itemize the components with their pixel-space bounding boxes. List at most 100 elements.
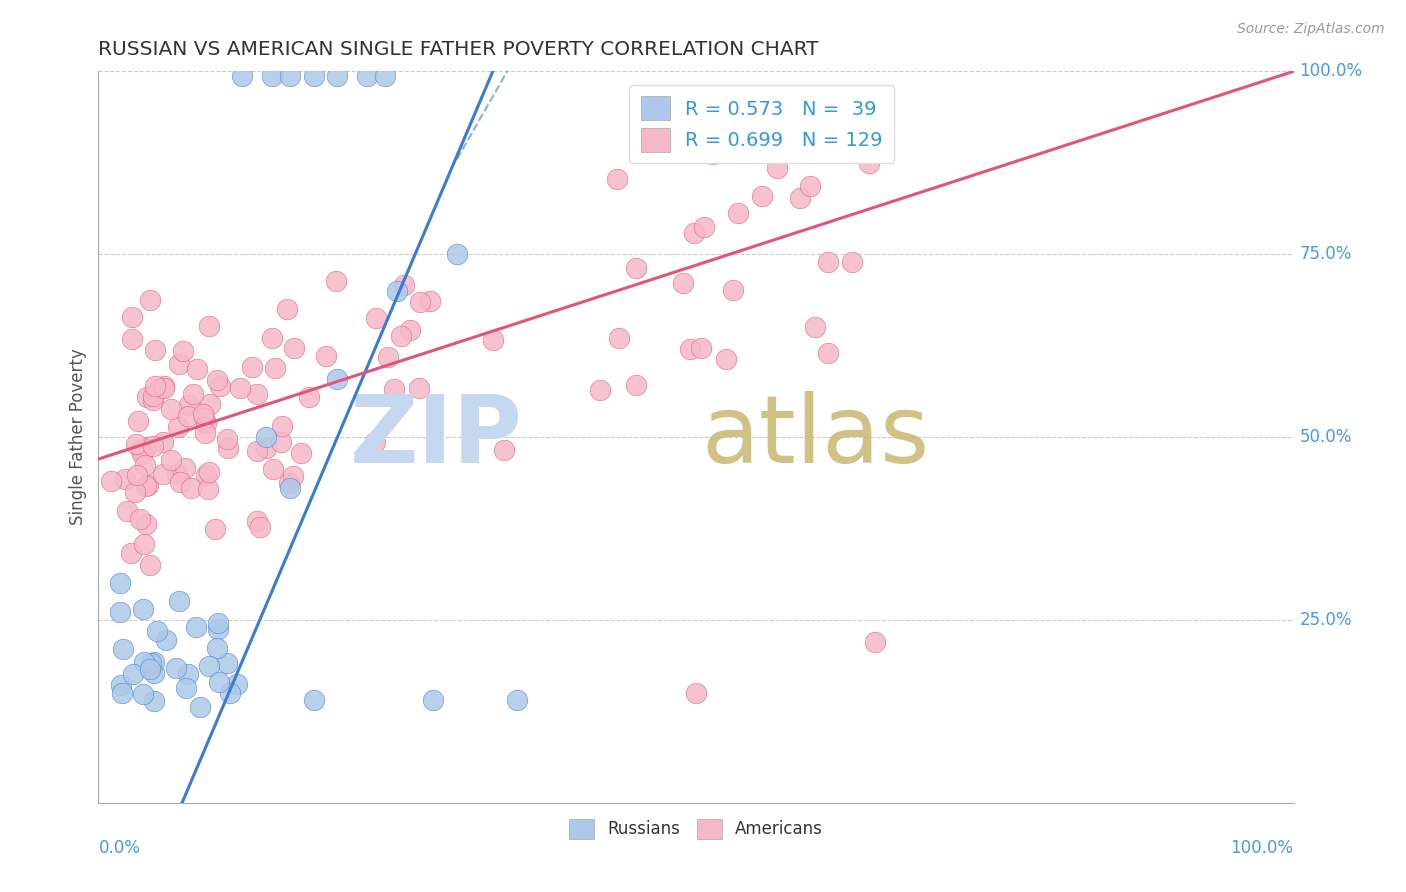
Point xyxy=(683,226,706,240)
Point xyxy=(865,635,887,649)
Point xyxy=(120,546,142,560)
Point xyxy=(197,483,219,497)
Point xyxy=(138,477,160,491)
Point xyxy=(679,342,702,356)
Point xyxy=(494,443,516,458)
Point xyxy=(121,332,143,346)
Point xyxy=(315,349,337,363)
Point xyxy=(194,416,217,430)
Point xyxy=(143,666,166,681)
Point xyxy=(146,624,169,639)
Point xyxy=(398,323,420,337)
Point xyxy=(155,632,177,647)
Point xyxy=(152,434,174,449)
Point xyxy=(626,378,648,392)
Point xyxy=(136,390,159,404)
Text: RUSSIAN VS AMERICAN SINGLE FATHER POVERTY CORRELATION CHART: RUSSIAN VS AMERICAN SINGLE FATHER POVERT… xyxy=(98,39,818,59)
Point xyxy=(139,558,162,572)
Point xyxy=(142,389,165,403)
Text: 50.0%: 50.0% xyxy=(1299,428,1353,446)
Point xyxy=(177,409,200,423)
Point xyxy=(205,373,228,387)
Point xyxy=(143,379,166,393)
Point xyxy=(624,260,647,275)
Point xyxy=(363,434,385,449)
Point xyxy=(264,361,287,376)
Point xyxy=(148,382,170,396)
Point xyxy=(298,390,321,404)
Point xyxy=(799,179,821,194)
Point xyxy=(207,623,229,637)
Point xyxy=(143,694,166,708)
Point xyxy=(142,439,165,453)
Point xyxy=(167,357,190,371)
Point xyxy=(142,392,165,407)
Point xyxy=(174,681,197,695)
Point xyxy=(734,134,756,148)
Point xyxy=(198,397,221,411)
Text: Source: ZipAtlas.com: Source: ZipAtlas.com xyxy=(1237,22,1385,37)
Point xyxy=(751,188,773,202)
Point xyxy=(184,620,207,634)
Point xyxy=(127,468,149,483)
Point xyxy=(281,468,304,483)
Point xyxy=(766,161,789,175)
Point xyxy=(207,616,229,631)
Point xyxy=(685,686,707,700)
Point xyxy=(283,341,305,355)
Point xyxy=(419,293,441,308)
Point xyxy=(408,381,430,395)
Point xyxy=(100,474,122,488)
Point xyxy=(246,443,269,458)
Point xyxy=(174,461,197,475)
Point xyxy=(382,383,405,397)
Point xyxy=(409,295,432,310)
Point xyxy=(814,145,837,160)
Point xyxy=(219,686,242,700)
Point xyxy=(789,191,811,205)
Point xyxy=(166,467,188,481)
Point xyxy=(278,70,301,84)
Point xyxy=(114,472,136,486)
Point xyxy=(186,362,208,376)
Point xyxy=(198,659,221,673)
Point xyxy=(326,70,349,84)
Point xyxy=(817,254,839,268)
Point xyxy=(132,656,155,670)
Point xyxy=(364,310,387,325)
Point xyxy=(139,657,162,671)
Point xyxy=(240,359,263,374)
Point xyxy=(217,441,239,455)
Point xyxy=(204,522,226,536)
Point xyxy=(589,383,612,397)
Point xyxy=(858,155,880,169)
Point xyxy=(167,593,190,607)
Text: 0.0%: 0.0% xyxy=(98,839,141,857)
Point xyxy=(385,284,409,298)
Point xyxy=(132,536,155,550)
Point xyxy=(606,171,628,186)
Point xyxy=(207,640,229,655)
Point xyxy=(260,70,283,84)
Y-axis label: Single Father Poverty: Single Father Poverty xyxy=(69,349,87,525)
Point xyxy=(153,380,176,394)
Point xyxy=(727,206,749,220)
Point xyxy=(198,319,221,334)
Point xyxy=(817,346,839,360)
Point xyxy=(166,420,188,434)
Point xyxy=(142,655,165,669)
Point xyxy=(389,329,412,343)
Point xyxy=(356,70,378,84)
Point xyxy=(138,662,160,676)
Point xyxy=(208,675,231,690)
Point xyxy=(689,341,711,355)
Point xyxy=(229,381,252,395)
Legend: Russians, Americans: Russians, Americans xyxy=(562,812,830,846)
Point xyxy=(278,481,301,495)
Point xyxy=(165,661,187,675)
Point xyxy=(177,398,200,412)
Point xyxy=(194,468,217,483)
Point xyxy=(215,656,238,670)
Point xyxy=(176,667,198,681)
Point xyxy=(270,435,292,450)
